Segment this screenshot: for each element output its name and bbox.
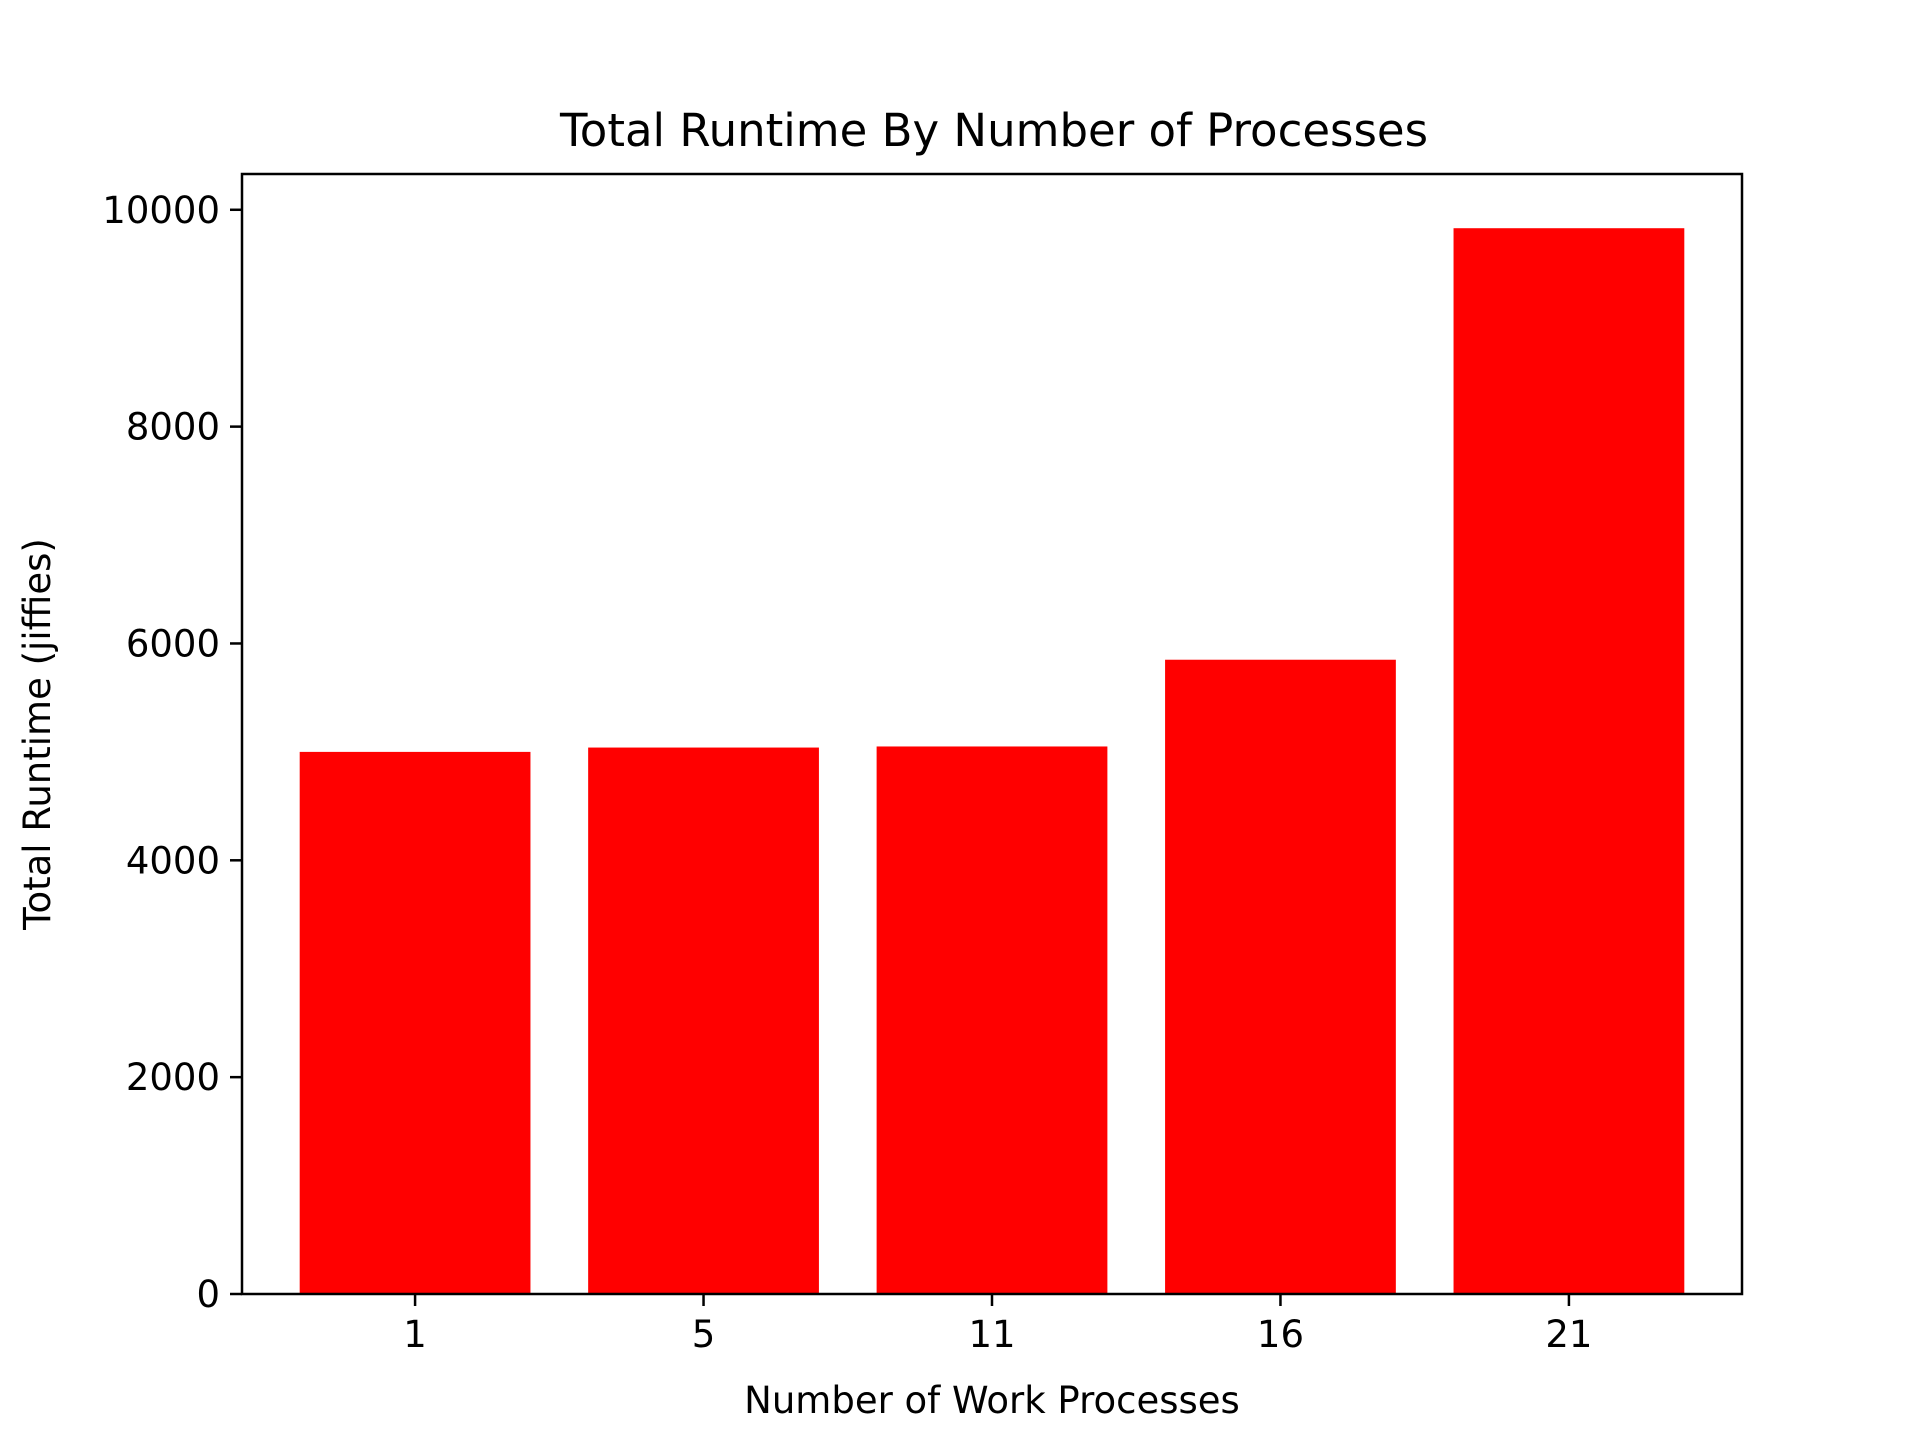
y-tick-label: 10000 <box>102 189 220 232</box>
chart-title: Total Runtime By Number of Processes <box>559 104 1428 157</box>
bar-5 <box>588 747 819 1294</box>
y-axis-label: Total Runtime (jiffies) <box>16 538 59 931</box>
y-tick-label: 2000 <box>126 1056 220 1099</box>
x-tick-label: 16 <box>1257 1313 1304 1356</box>
bar-11 <box>876 746 1108 1294</box>
x-tick-label: 21 <box>1545 1313 1592 1356</box>
y-tick-label: 6000 <box>126 622 220 665</box>
bar-21 <box>1453 228 1685 1294</box>
bars-layer <box>299 228 1685 1294</box>
y-tick-label: 8000 <box>126 406 220 449</box>
bar-1 <box>299 751 531 1294</box>
x-tick-label: 1 <box>403 1313 427 1356</box>
x-axis-ticks: 1 5 11 16 21 <box>403 1294 1592 1356</box>
plot-frame <box>240 172 1744 1296</box>
y-axis-ticks: 0 2000 4000 6000 8000 10000 <box>102 189 242 1316</box>
bar-16 <box>1165 659 1396 1294</box>
y-tick-label: 4000 <box>126 839 220 882</box>
x-tick-label: 11 <box>968 1313 1015 1356</box>
x-tick-label: 5 <box>692 1313 716 1356</box>
x-axis-label: Number of Work Processes <box>744 1379 1240 1422</box>
y-tick-label: 0 <box>196 1273 220 1316</box>
